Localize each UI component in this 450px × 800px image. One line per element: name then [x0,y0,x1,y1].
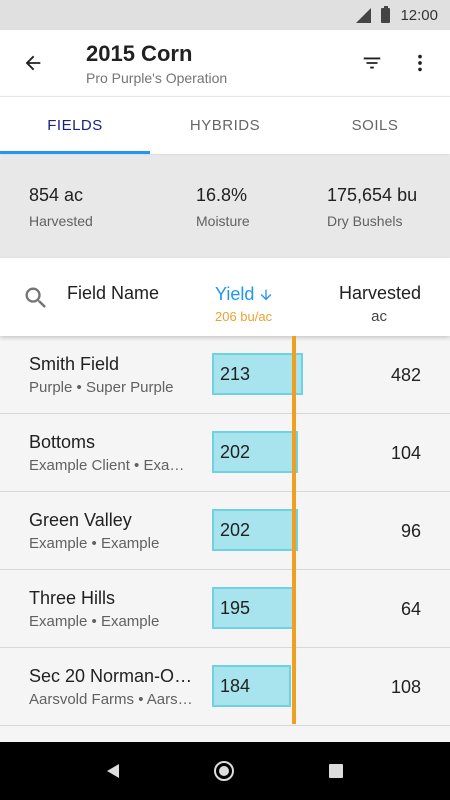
field-harvested-acres: 108 [390,677,421,697]
yield-bar: 195 [212,587,295,629]
app-bar: 2015 Corn Pro Purple's Operation [0,30,450,96]
yield-bar: 184 [212,665,291,707]
field-name: Sec 20 Norman-Olson [29,666,194,686]
field-client-farm: Example • Example [29,535,160,552]
field-client-farm: Purple • Super Purple [29,379,174,396]
battery-icon [381,5,391,23]
tab-soils[interactable]: SOILS [351,117,399,134]
summary-panel: 854 ac Harvested 16.8% Moisture 175,654 … [0,155,450,258]
search-button[interactable] [22,284,50,312]
field-row[interactable]: Green Valley Example • Example 202 96 [0,492,450,570]
field-row[interactable]: Bottoms Example Client • Example 202 104 [0,414,450,492]
field-harvested-acres: 64 [400,599,421,619]
nav-back-icon[interactable] [107,764,120,778]
summary-label: Moisture [196,213,250,229]
arrow-down-icon [261,289,272,300]
field-harvested-acres: 104 [390,443,421,463]
more-vert-icon [418,54,422,72]
yield-average-label: 206 bu/ac [215,309,273,324]
page-title: 2015 Corn [86,40,193,66]
column-header-harvested-unit: ac [371,308,387,325]
field-row[interactable]: Smith Field Purple • Super Purple 213 482 [0,336,450,414]
filter-icon [363,57,381,69]
summary-value: 175,654 bu [327,185,418,205]
system-nav-bar [0,742,450,800]
arrow-back-icon [25,55,41,71]
tab-hybrids[interactable]: HYBRIDS [189,117,261,134]
search-icon [25,287,46,308]
yield-bar: 202 [212,431,298,473]
nav-home-icon[interactable] [213,761,234,781]
tab-bar: FIELDS HYBRIDS SOILS [0,96,450,154]
yield-bar: 202 [212,509,298,551]
field-harvested-acres: 482 [390,365,421,385]
yield-average-line [292,336,296,724]
field-row[interactable]: Three Hills Example • Example 195 64 [0,570,450,648]
page-subtitle: Pro Purple's Operation [86,69,228,86]
filter-button[interactable] [348,30,396,96]
field-list: Smith Field Purple • Super Purple 213 482 Bo… [0,336,450,742]
summary-moisture: 16.8% Moisture [196,185,250,229]
summary-harvested: 854 ac Harvested [29,185,93,229]
field-name: Green Valley [29,510,132,530]
nav-recents-icon[interactable] [328,764,343,778]
field-row[interactable]: Sec 20 Norman-Olson Aarsvold Farms • Aars… [0,648,450,726]
summary-label: Harvested [29,213,93,229]
yield-bar: 213 [212,353,303,395]
column-header-harvested[interactable]: Harvested [338,283,421,303]
column-header-yield[interactable]: Yield [215,284,274,305]
back-button[interactable] [0,30,66,96]
table-header: Field Name Yield 206 bu/ac Harvested ac [0,258,450,336]
summary-label: Dry Bushels [327,213,403,229]
app-bar-titles: 2015 Corn Pro Purple's Operation [66,41,348,86]
summary-value: 854 ac [29,185,84,205]
field-harvested-acres: 96 [400,521,421,541]
column-header-field-name[interactable]: Field Name [67,283,160,303]
field-name: Smith Field [29,354,120,374]
signal-icon [356,7,372,23]
more-options-button[interactable] [396,30,444,96]
status-time: 12:00 [400,6,438,24]
summary-dry-bushels: 175,654 bu Dry Bushels [327,185,417,229]
status-bar: 12:00 [0,0,450,30]
column-header-yield-label: Yield [215,284,255,304]
field-name: Three Hills [29,588,116,608]
summary-value: 16.8% [196,185,248,205]
field-name: Bottoms [29,432,96,452]
field-client-farm: Example Client • Example [29,457,194,474]
tab-fields[interactable]: FIELDS [0,97,150,154]
field-client-farm: Example • Example [29,613,160,630]
field-client-farm: Aarsvold Farms • Aarsvold [29,691,194,708]
